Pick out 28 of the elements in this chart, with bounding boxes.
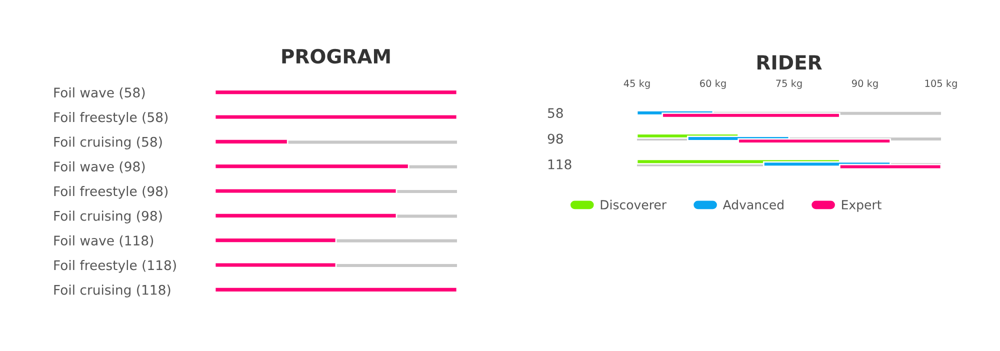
y-tick-label: Foil wave (98) <box>54 161 145 174</box>
bar <box>215 163 410 170</box>
y-tick-label: Foil wave (118) <box>54 235 154 248</box>
x-tick-label: 75 kg <box>776 79 802 89</box>
y-tick-label: Foil cruising (98) <box>54 210 162 224</box>
x-tick-label: 90 kg <box>852 79 878 89</box>
y-tick-label: Foil freestyle (58) <box>54 112 168 125</box>
bar <box>215 262 337 268</box>
y-tick-label: 58 <box>548 108 563 118</box>
bar <box>215 188 398 194</box>
chart-title: RIDER <box>757 55 822 70</box>
y-tick-label: Foil cruising (118) <box>54 284 170 298</box>
bar <box>215 138 288 145</box>
y-tick-label: 118 <box>548 159 572 170</box>
y-tick-label: Foil freestyle (98) <box>54 186 168 199</box>
y-tick-label: Foil wave (58) <box>54 87 145 100</box>
legend-label: Discoverer <box>600 200 667 210</box>
bar <box>215 212 398 219</box>
x-tick-label: 45 kg <box>624 79 650 89</box>
y-tick-label: Foil freestyle (118) <box>54 260 176 273</box>
y-tick-label: Foil cruising (58) <box>54 136 162 150</box>
legend-label: Advanced <box>722 200 784 210</box>
chart-title: PROGRAM <box>282 48 390 64</box>
y-tick-label: 98 <box>548 134 563 144</box>
legend-label: Expert <box>842 200 882 212</box>
x-tick-label: 105 kg <box>925 79 957 89</box>
x-tick-label: 60 kg <box>700 79 726 89</box>
bar <box>215 237 337 244</box>
